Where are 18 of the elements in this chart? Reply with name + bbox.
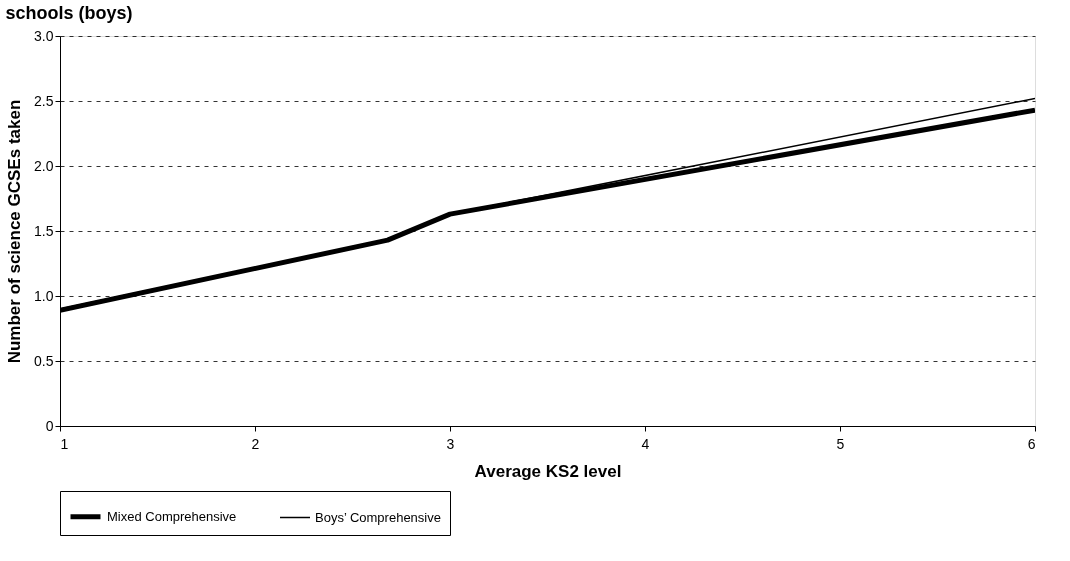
y-tick-label: 1.5 (34, 222, 54, 239)
x-tick-label: 6 (1027, 435, 1036, 452)
x-tick-label: 1 (60, 435, 69, 452)
legend-label: Mixed Comprehensive (107, 508, 237, 524)
y-tick-label: 2.5 (34, 92, 54, 109)
y-tick-label: 2.0 (34, 157, 54, 174)
x-tick-label: 2 (251, 435, 260, 452)
y-tick-label: 0 (45, 417, 54, 434)
x-axis-title: Average KS2 level (474, 461, 622, 481)
y-axis-title: Number of science GCSEs taken (5, 99, 25, 364)
x-tick-label: 5 (836, 435, 845, 452)
legend-label: Boys’ Comprehensive (315, 509, 441, 525)
y-tick-label: 3.0 (34, 27, 54, 44)
chart-title: schools (boys) (5, 3, 133, 23)
x-tick-label: 3 (446, 435, 455, 452)
y-tick-label: 1.0 (34, 287, 54, 304)
x-tick-label: 4 (641, 435, 650, 452)
y-tick-label: 0.5 (34, 352, 54, 369)
